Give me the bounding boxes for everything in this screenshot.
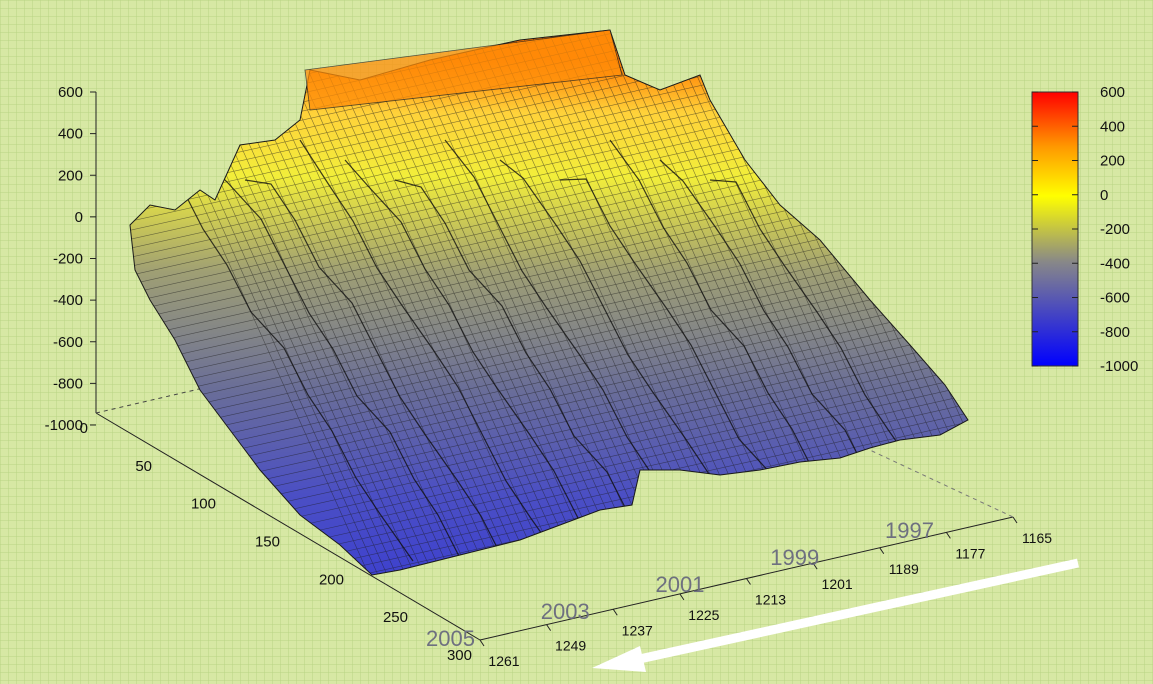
ridge-line: [244, 179, 506, 564]
z-tick-label: -1000: [45, 417, 83, 434]
mesh-line: [285, 30, 546, 575]
year-label: 2005: [426, 626, 475, 651]
mesh-line: [130, 243, 968, 445]
z-tick-label: -800: [53, 375, 83, 392]
colorbar-tick-label: 600: [1100, 84, 1125, 101]
x-tick-mark: [679, 593, 685, 601]
surface-peak-plateau: [304, 29, 623, 111]
x-tick-mark: [812, 562, 818, 570]
y-tick-label: 200: [319, 571, 344, 588]
colorbar-tick-label: -1000: [1100, 358, 1138, 375]
mesh-line: [257, 30, 519, 575]
y-tick-label: 100: [191, 496, 216, 513]
x-tick-mark: [479, 639, 485, 647]
x-tick-label: 1261: [488, 653, 519, 669]
colorbar-gradient: [1031, 91, 1079, 367]
mesh-line: [368, 30, 629, 575]
mesh-line: [130, 279, 968, 481]
z-tick-label: -400: [53, 292, 83, 309]
y-tick-label: 50: [135, 458, 152, 475]
mesh-line: [294, 30, 556, 575]
colorbar-tick-label: -800: [1100, 324, 1130, 341]
x-tick-mark: [546, 624, 552, 631]
z-tick-label: 600: [58, 84, 83, 101]
x-tick-mark: [1012, 516, 1018, 524]
x-tick-label: 1189: [889, 561, 919, 577]
year-labels: 2005 2003 2001 1999 1997: [426, 518, 934, 651]
z-tick-label: -200: [53, 251, 83, 268]
x-tick-label: 1225: [688, 607, 719, 623]
mesh-line: [358, 30, 620, 575]
mesh-line: [340, 30, 602, 575]
mesh-line: [130, 414, 968, 575]
direction-arrow: [592, 558, 1079, 672]
mesh-line: [130, 30, 968, 193]
mesh-line: [266, 30, 528, 575]
year-label: 1997: [885, 518, 934, 543]
x-tick-label: 1177: [955, 545, 985, 561]
mesh-line: [276, 30, 537, 575]
y-tick-label: 300: [447, 647, 472, 664]
x-tick-label: 1249: [555, 638, 586, 654]
z-axis-ticks: 600 400 200 0 -200 -400 -600 -800 -1000: [45, 84, 96, 434]
colorbar-tick-label: -400: [1100, 255, 1130, 272]
x-tick-label: 1201: [822, 576, 853, 592]
z-tick-label: -600: [53, 334, 83, 351]
colorbar-tick-label: 0: [1100, 187, 1108, 204]
mesh-line: [312, 30, 574, 575]
x-tick-label: 1237: [622, 622, 653, 638]
x-tick-mark: [879, 547, 885, 555]
mesh-line: [331, 30, 592, 575]
z-tick-label: 200: [58, 167, 83, 184]
colorbar-tick-label: -200: [1100, 221, 1130, 238]
x-axis-ticks: 1261 1249 1237 1225 1213 1201 1189 1177 1165: [479, 516, 1052, 669]
ridge-line: [204, 159, 463, 563]
mesh-line: [130, 252, 968, 454]
z-tick-label: 0: [75, 209, 83, 226]
mesh-line: [130, 270, 968, 472]
x-tick-mark: [746, 578, 751, 585]
ridge-line: [149, 139, 414, 562]
year-label: 1999: [770, 545, 819, 570]
colorbar: 600 400 200 0 -200 -400 -600 -800 -1000: [1031, 84, 1138, 375]
colorbar-ticks: 600 400 200 0 -200 -400 -600 -800 -1000: [1032, 84, 1138, 375]
colorbar-tick-label: 200: [1100, 153, 1125, 170]
mesh-line: [377, 30, 638, 575]
ridge-line: [394, 179, 656, 556]
y-tick-label: 250: [383, 609, 408, 626]
colorbar-tick-label: 400: [1100, 118, 1125, 135]
mesh-line: [130, 261, 968, 463]
x-tick-mark: [945, 532, 951, 539]
x-tick-label: 1213: [755, 592, 786, 608]
y-tick-label: 150: [255, 534, 280, 551]
y-axis-ticks: 0 50 100 150 200 250 300: [80, 420, 472, 664]
z-tick-label: 400: [58, 126, 83, 143]
year-label: 2001: [656, 572, 705, 597]
x-tick-label: 1165: [1022, 530, 1052, 546]
mesh-line: [404, 30, 666, 575]
year-label: 2003: [541, 599, 590, 624]
x-tick-mark: [612, 608, 618, 616]
mesh-line: [349, 30, 611, 575]
colorbar-tick-label: -600: [1100, 290, 1130, 307]
mesh-line: [414, 30, 675, 575]
mesh-line: [322, 30, 583, 575]
ridge-line: [344, 159, 603, 566]
ridge-line: [299, 139, 564, 565]
y-tick-label: 0: [80, 420, 88, 437]
